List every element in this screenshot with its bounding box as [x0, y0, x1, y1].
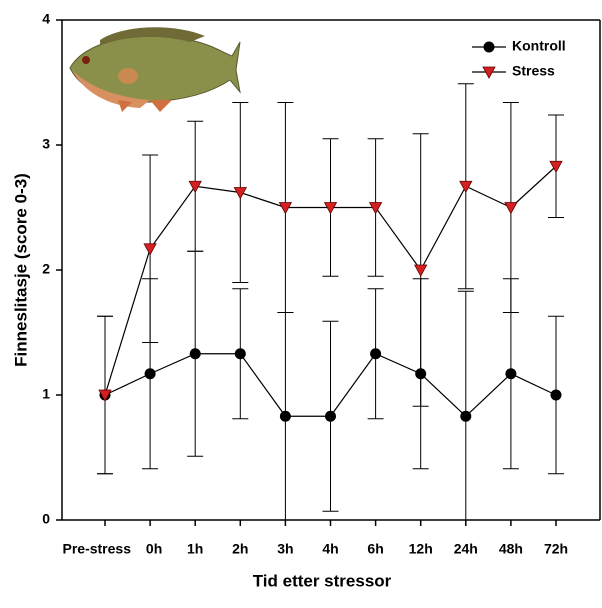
marker: [234, 348, 246, 360]
marker: [368, 202, 383, 215]
x-tick-label: 24h: [454, 541, 478, 557]
marker: [98, 389, 112, 402]
x-tick-label: 0h: [146, 541, 162, 557]
marker: [414, 264, 428, 277]
x-tick-label: 3h: [277, 541, 293, 557]
x-tick-label: 4h: [322, 541, 338, 557]
marker: [323, 202, 338, 215]
marker: [233, 187, 247, 200]
x-tick-label: 1h: [187, 541, 203, 557]
legend-label: Stress: [512, 63, 555, 79]
y-tick-label: 2: [42, 261, 50, 277]
x-tick-label: 6h: [367, 541, 383, 557]
marker: [459, 180, 473, 194]
marker: [278, 202, 293, 215]
marker: [550, 389, 562, 401]
marker: [504, 202, 518, 215]
x-axis-title: Tid etter stressor: [253, 571, 392, 590]
marker: [370, 348, 382, 360]
marker: [144, 368, 156, 380]
plot-area: [97, 83, 564, 520]
marker: [460, 410, 472, 422]
y-tick-label: 3: [42, 136, 50, 152]
x-tick-label: 12h: [409, 541, 433, 557]
marker: [483, 41, 495, 53]
x-tick-label: Pre-stress: [63, 541, 132, 557]
marker: [325, 410, 336, 422]
marker: [188, 180, 202, 194]
marker: [415, 368, 427, 380]
y-tick-label: 0: [42, 511, 50, 527]
x-tick-label: 48h: [499, 541, 523, 557]
x-tick-label: 72h: [544, 541, 568, 557]
y-axis-title: Finneslitasje (score 0-3): [11, 173, 30, 367]
y-tick-label: 1: [42, 386, 50, 402]
x-tick-label: 2h: [232, 541, 248, 557]
y-tick-label: 4: [42, 11, 50, 27]
marker: [549, 160, 563, 174]
fish-illustration: [69, 27, 241, 112]
marker: [189, 348, 201, 360]
marker: [482, 66, 496, 79]
marker: [143, 243, 157, 256]
marker: [505, 368, 517, 380]
marker: [279, 410, 291, 422]
legend-label: Kontroll: [512, 38, 566, 54]
